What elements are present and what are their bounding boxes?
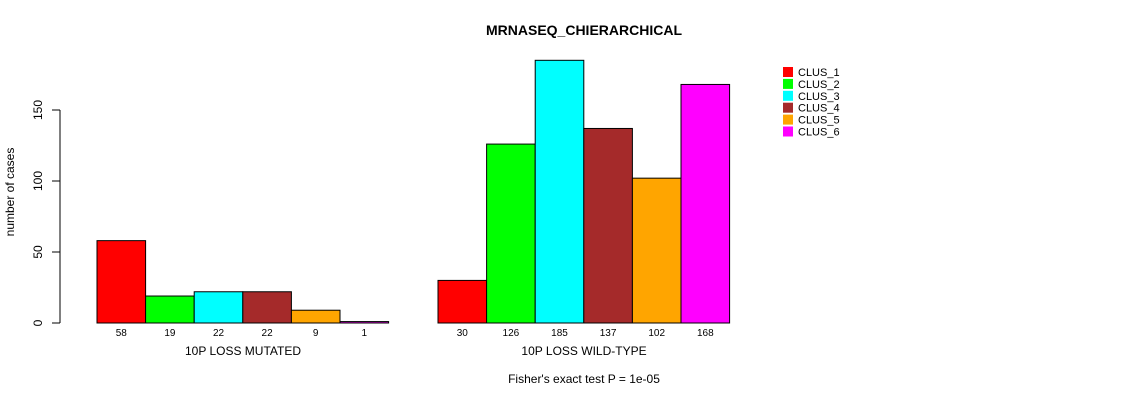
chart-title: MRNASEQ_CHIERARCHICAL	[486, 22, 682, 38]
legend-label-clus-6: CLUS_6	[798, 127, 840, 139]
bar-wild-type-clus-4	[583, 127, 633, 324]
legend-swatch-clus-2	[783, 78, 793, 89]
legend-label-clus-3: CLUS_3	[798, 91, 840, 103]
y-tick-label-150: 150	[31, 100, 45, 120]
bar-mutated-clus-3	[193, 291, 244, 324]
count-label-wild-type-4: 137	[600, 328, 617, 339]
bar-mutated-clus-1	[96, 240, 147, 324]
legend-swatch-clus-3	[783, 90, 793, 101]
count-label-wild-type-6: 168	[697, 328, 714, 339]
bar-wild-type-clus-5	[631, 177, 682, 324]
bar-wild-type-clus-3	[534, 59, 585, 324]
legend-label-clus-4: CLUS_4	[798, 103, 840, 115]
bar-mutated-clus-5	[290, 309, 341, 324]
legend-swatch-clus-1	[783, 67, 793, 77]
count-label-wild-type-2: 126	[503, 328, 520, 339]
bars-layer	[96, 59, 731, 324]
count-label-mutated-3: 22	[213, 328, 225, 339]
bar-wild-type-clus-2	[486, 143, 536, 324]
bar-wild-type-clus-6	[680, 83, 731, 324]
y-tick-label-100: 100	[31, 171, 45, 191]
legend-swatch-clus-6	[783, 126, 793, 137]
count-label-mutated-2: 19	[164, 328, 176, 339]
y-axis: 0 50 100 150 number of cases	[3, 100, 61, 326]
count-label-mutated-4: 22	[262, 328, 274, 339]
legend-swatch-clus-4	[783, 102, 793, 113]
legend-label-clus-1: CLUS_1	[798, 67, 840, 79]
count-label-mutated-5: 9	[313, 328, 319, 339]
bar-wild-type-clus-1	[437, 279, 488, 324]
legend-label-clus-5: CLUS_5	[798, 115, 840, 127]
legend-swatch-clus-5	[783, 114, 793, 125]
bar-mutated-clus-6	[339, 321, 390, 324]
count-label-mutated-1: 58	[116, 328, 128, 339]
bar-mutated-clus-4	[242, 291, 292, 324]
count-label-wild-type-1: 30	[457, 328, 469, 339]
y-tick-label-50: 50	[31, 245, 45, 259]
y-tick-label-0: 0	[31, 319, 45, 326]
count-label-wild-type-3: 185	[551, 328, 568, 339]
y-axis-label: number of cases	[3, 148, 17, 237]
group-label-wild-type: 10P LOSS WILD-TYPE	[521, 344, 646, 358]
count-label-wild-type-5: 102	[648, 328, 665, 339]
count-label-mutated-6: 1	[362, 328, 368, 339]
legend-label-clus-2: CLUS_2	[798, 79, 840, 91]
fisher-test-note: Fisher's exact test P = 1e-05	[508, 372, 660, 386]
bar-mutated-clus-2	[145, 295, 195, 324]
group-label-mutated: 10P LOSS MUTATED	[185, 344, 301, 358]
count-labels-layer: 58 19 22 22 9 1 30 126 185 137 102 168	[116, 328, 714, 339]
